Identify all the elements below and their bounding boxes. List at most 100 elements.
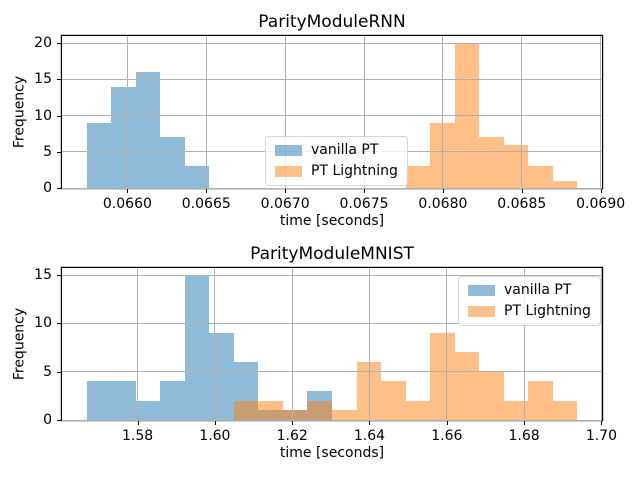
y-tick-label: 15 bbox=[34, 267, 52, 284]
chart-title-parity-module-rnn: ParityModuleRNN bbox=[258, 12, 406, 32]
x-axis-tick bbox=[521, 189, 523, 193]
y-tick-label: 15 bbox=[34, 71, 52, 88]
x-axis-label-top: time [seconds] bbox=[279, 213, 385, 229]
gridline bbox=[521, 36, 523, 188]
histogram-bar bbox=[135, 72, 161, 188]
gridline bbox=[291, 268, 293, 420]
histogram-bar bbox=[479, 137, 504, 188]
legend-entry: PT Lightning bbox=[275, 164, 398, 179]
x-axis-tick bbox=[524, 421, 526, 425]
y-axis-tick bbox=[57, 188, 61, 189]
histogram-bar bbox=[381, 381, 406, 420]
y-tick-label: 0 bbox=[43, 412, 52, 428]
gridline bbox=[62, 42, 602, 44]
x-axis-tick bbox=[127, 189, 129, 193]
x-axis-tick bbox=[292, 421, 294, 425]
gridline bbox=[284, 36, 286, 188]
legend-swatch bbox=[468, 285, 495, 296]
x-axis-tick bbox=[364, 189, 366, 193]
chart-title-parity-module-mnist: ParityModuleMNIST bbox=[250, 244, 414, 264]
histogram-bar bbox=[503, 400, 529, 420]
x-axis-tick bbox=[369, 421, 371, 425]
histogram-bar bbox=[86, 122, 112, 188]
x-tick-label: 1.62 bbox=[276, 428, 308, 444]
x-tick-label: 0.0660 bbox=[102, 196, 152, 212]
histogram-bar bbox=[430, 333, 455, 420]
gridline bbox=[62, 115, 602, 117]
histogram-bar bbox=[86, 381, 112, 420]
legend-entry: vanilla PT bbox=[468, 283, 591, 298]
y-tick-label: 10 bbox=[34, 107, 52, 124]
histogram-bar bbox=[184, 275, 210, 420]
x-tick-label: 1.64 bbox=[353, 428, 386, 444]
legend-entry: vanilla PT bbox=[275, 143, 398, 158]
gridline bbox=[62, 274, 602, 276]
x-axis-tick bbox=[206, 189, 208, 193]
legend: vanilla PT PT Lightning bbox=[458, 276, 601, 326]
gridline bbox=[62, 78, 602, 80]
histogram-bar bbox=[405, 166, 431, 188]
gridline bbox=[205, 36, 207, 188]
legend-label: vanilla PT bbox=[504, 282, 572, 298]
x-axis-tick bbox=[442, 189, 444, 193]
histogram-bar bbox=[405, 400, 431, 420]
x-tick-label: 0.0675 bbox=[339, 196, 389, 212]
gridline bbox=[363, 36, 365, 188]
x-tick-label: 0.0680 bbox=[418, 196, 468, 212]
legend-swatch bbox=[468, 306, 495, 317]
x-tick-label: 1.70 bbox=[585, 428, 617, 444]
x-tick-label: 1.66 bbox=[431, 428, 463, 444]
histogram-bar bbox=[552, 180, 578, 188]
y-axis-tick bbox=[57, 79, 61, 81]
histogram-bar bbox=[258, 400, 283, 420]
legend-label: vanilla PT bbox=[311, 142, 379, 158]
histogram-bar bbox=[528, 166, 553, 188]
histogram-bar bbox=[307, 400, 332, 420]
y-axis-tick bbox=[57, 371, 61, 373]
legend-entry: PT Lightning bbox=[468, 304, 591, 319]
y-axis-tick bbox=[57, 275, 61, 277]
histogram-bar bbox=[552, 400, 578, 420]
histogram-bar bbox=[111, 381, 136, 420]
x-axis-tick bbox=[214, 421, 216, 425]
y-tick-label: 10 bbox=[34, 315, 52, 332]
histogram-bar bbox=[160, 137, 185, 188]
y-axis-tick bbox=[57, 323, 61, 325]
x-tick-label: 0.0670 bbox=[260, 196, 310, 212]
x-axis-tick bbox=[601, 421, 603, 425]
gridline bbox=[62, 371, 602, 373]
histogram-bar bbox=[184, 166, 210, 188]
x-tick-label: 1.60 bbox=[199, 428, 231, 444]
legend-label: PT Lightning bbox=[311, 163, 398, 179]
y-axis-tick bbox=[57, 420, 61, 421]
legend: vanilla PT PT Lightning bbox=[265, 136, 408, 186]
y-axis-tick bbox=[57, 151, 61, 153]
y-axis-tick bbox=[57, 43, 61, 45]
histogram-bar bbox=[135, 400, 161, 420]
gridline bbox=[600, 268, 602, 420]
x-axis-label-bottom: time [seconds] bbox=[279, 445, 385, 461]
x-axis-tick bbox=[446, 421, 448, 425]
gridline bbox=[62, 187, 602, 189]
x-tick-label: 0.0665 bbox=[181, 196, 231, 212]
gridline bbox=[137, 268, 139, 420]
histogram-bar bbox=[454, 352, 480, 420]
x-axis-tick bbox=[600, 189, 602, 193]
y-tick-label: 5 bbox=[43, 363, 52, 380]
gridline bbox=[446, 268, 448, 420]
histogram-bar bbox=[332, 410, 357, 420]
gridline bbox=[62, 419, 602, 421]
histogram-bar bbox=[160, 381, 185, 420]
x-axis-tick bbox=[137, 421, 139, 425]
histogram-bar bbox=[528, 381, 553, 420]
histogram-bar bbox=[233, 400, 259, 420]
gridline bbox=[600, 36, 602, 188]
x-tick-label: 1.58 bbox=[121, 428, 154, 444]
gridline bbox=[523, 268, 525, 420]
gridline bbox=[126, 36, 128, 188]
x-axis-tick bbox=[285, 189, 287, 193]
gridline bbox=[62, 322, 602, 324]
x-tick-label: 0.0685 bbox=[497, 196, 547, 212]
histogram-bar bbox=[282, 410, 308, 420]
